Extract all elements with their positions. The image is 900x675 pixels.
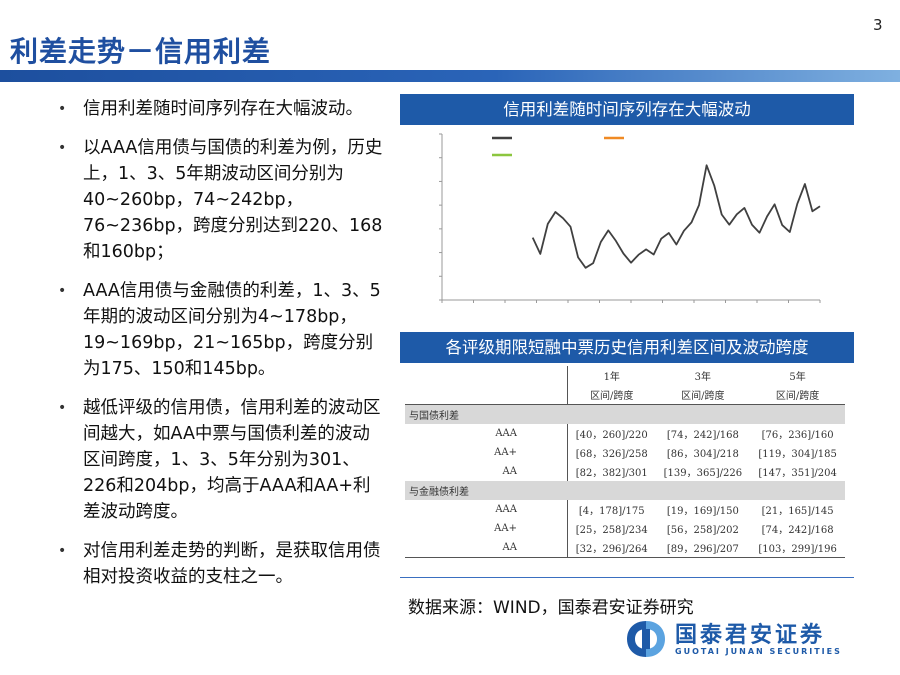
bullet-dot-icon: • — [58, 283, 67, 299]
table-cell: [25，258]/234 — [575, 525, 648, 536]
bullet-text: 越低评级的信用债，信用利差的波动区间越大，如AA中票与国债利差的波动区间跨度，1… — [83, 398, 381, 522]
logo-chinese-name: 国泰君安证券 — [675, 623, 826, 648]
data-source-note: 数据来源：WIND，国泰君安证券研究 — [408, 598, 694, 618]
bullet-item: • AAA信用债与金融债的利差，1、3、5年期的波动区间分别为4~178bp， 1… — [50, 278, 385, 382]
rating-label: AA+ — [405, 519, 568, 538]
bullet-list: • 信用利差随时间序列存在大幅波动。 • 以AAA信用债与国债的利差为例，历史上，1… — [50, 96, 385, 603]
bullet-dot-icon: • — [58, 543, 67, 559]
rating-label: AAA — [405, 424, 568, 443]
table-cell: [86，304]/218 — [666, 449, 739, 460]
table-header-row: 1年 3年 5年 — [405, 366, 845, 385]
subheader-cell: 区间/跨度 — [655, 385, 751, 405]
chart-lines — [531, 164, 821, 269]
bullet-dot-icon: • — [58, 400, 67, 416]
chart-legend — [492, 136, 624, 157]
table-cell: [19，169]/150 — [666, 506, 739, 517]
table-cell: [139，365]/226 — [663, 468, 743, 479]
company-logo: 国泰君安证券 GUOTAI JUNAN SECURITIES — [625, 617, 875, 662]
table-row: AA [82，382]/301 [139，365]/226 [147，351]/… — [405, 462, 845, 481]
table-row: AA+ [25，258]/234 [56，258]/202 [74，242]/1… — [405, 519, 845, 538]
chart-panel-title: 信用利差随时间序列存在大幅波动 — [400, 94, 854, 125]
bullet-item: • 对信用利差走势的判断，是获取信用债相对投资收益的支柱之一。 — [50, 538, 385, 590]
bullet-text: 以AAA信用债与国债的利差为例，历史上，1、3、5年期波动区间分别为40~260… — [83, 138, 383, 262]
table-row: AA [32，296]/264 [89，296]/207 [103，299]/1… — [405, 538, 845, 558]
source-divider — [400, 577, 854, 578]
bullet-item: • 越低评级的信用债，信用利差的波动区间越大，如AA中票与国债利差的波动区间跨度，… — [50, 395, 385, 525]
bullet-item: • 以AAA信用债与国债的利差为例，历史上，1、3、5年期波动区间分别为40~26… — [50, 135, 385, 265]
term-header: 3年 — [694, 372, 712, 383]
table-row: AA+ [68，326]/258 [86，304]/218 [119，304]/… — [405, 443, 845, 462]
rating-label: AA+ — [405, 443, 568, 462]
table-group-row: 与金融债利差 — [405, 481, 845, 500]
table-subheader-row: 区间/跨度 区间/跨度 区间/跨度 — [405, 385, 845, 405]
table-row: AAA [40，260]/220 [74，242]/168 [76，236]/1… — [405, 424, 845, 443]
subheader-cell: 区间/跨度 — [750, 385, 845, 405]
subheader-cell: 区间/跨度 — [567, 385, 656, 405]
table-cell: [76，236]/160 — [761, 430, 834, 441]
bullet-dot-icon: • — [58, 140, 67, 156]
table-cell: [147，351]/204 — [758, 468, 837, 479]
bullet-text: AAA信用债与金融债的利差，1、3、5年期的波动区间分别为4~178bp， 19… — [83, 281, 381, 379]
page-title: 利差走势－信用利差 — [10, 35, 272, 68]
title-rule — [0, 70, 900, 82]
bullet-text: 对信用利差走势的判断，是获取信用债相对投资收益的支柱之一。 — [83, 541, 381, 587]
table-group-row: 与国债利差 — [405, 404, 845, 424]
logo-mark-icon — [627, 621, 665, 657]
table-cell: [40，260]/220 — [575, 430, 648, 441]
table-cell: [119，304]/185 — [758, 449, 837, 460]
group-label: 与金融债利差 — [405, 481, 845, 500]
term-header: 1年 — [603, 372, 620, 383]
bullet-text: 信用利差随时间序列存在大幅波动。 — [83, 99, 363, 119]
table-row: AAA [4，178]/175 [19，169]/150 [21，165]/14… — [405, 500, 845, 519]
page-number: 3 — [873, 16, 883, 34]
table-cell: [56，258]/202 — [666, 525, 739, 536]
spread-line-chart — [439, 133, 821, 303]
rating-label: AA — [405, 462, 568, 481]
term-header: 5年 — [789, 372, 806, 383]
group-label: 与国债利差 — [405, 404, 845, 424]
table-cell: [74，242]/168 — [666, 430, 739, 441]
chart-axes — [439, 133, 821, 303]
spread-range-table: 1年 3年 5年 区间/跨度 区间/跨度 区间/跨度 与国债利差 AAA [40… — [405, 366, 845, 558]
bullet-dot-icon: • — [58, 101, 67, 117]
bullet-item: • 信用利差随时间序列存在大幅波动。 — [50, 96, 385, 122]
table-cell: [89，296]/207 — [655, 538, 751, 558]
table-cell: [103，299]/196 — [750, 538, 845, 558]
table-cell: [68，326]/258 — [575, 449, 648, 460]
logo-english-name: GUOTAI JUNAN SECURITIES — [675, 647, 842, 656]
rating-label: AAA — [405, 500, 568, 519]
series-line — [531, 164, 821, 269]
table-cell: [82，382]/301 — [575, 468, 648, 479]
table-cell: [21，165]/145 — [761, 506, 834, 517]
rating-label: AA — [405, 538, 568, 558]
table-cell: [74，242]/168 — [761, 525, 834, 536]
table-cell: [32，296]/264 — [567, 538, 656, 558]
table-cell: [4，178]/175 — [578, 506, 645, 517]
table-panel-title: 各评级期限短融中票历史信用利差区间及波动跨度 — [400, 332, 854, 363]
